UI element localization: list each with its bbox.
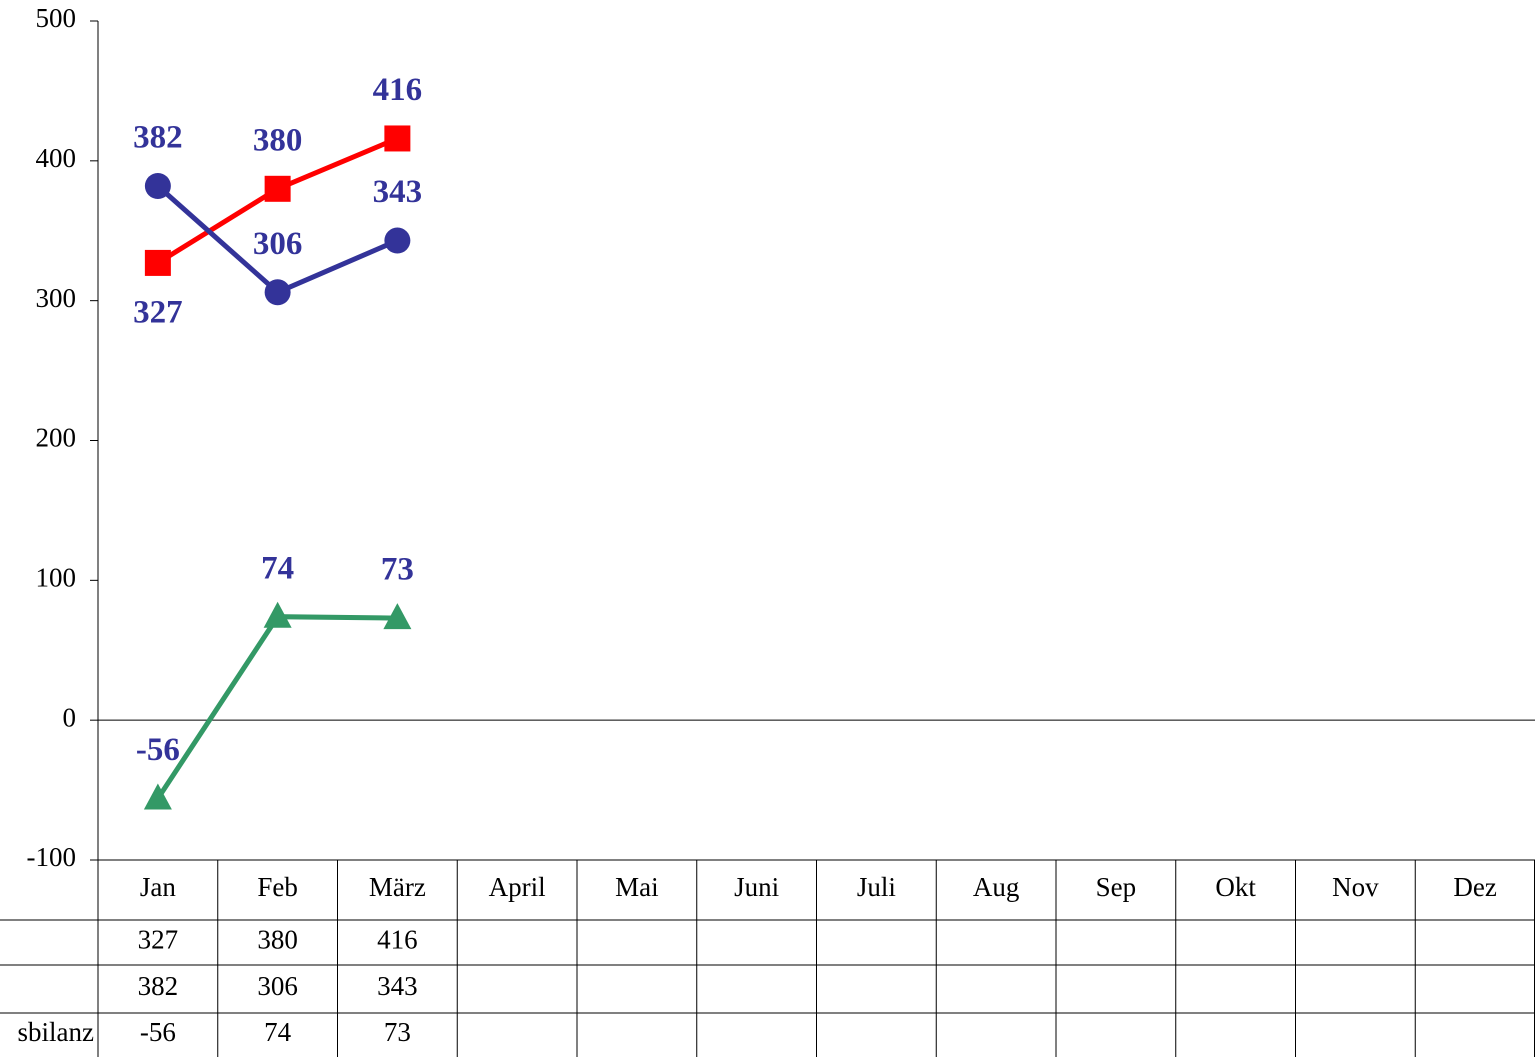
data-label: -56 — [136, 732, 180, 768]
table-value: 327 — [138, 925, 179, 955]
table-value: 343 — [377, 971, 418, 1001]
data-label: 416 — [373, 72, 423, 108]
marker — [144, 249, 171, 276]
table-value: 382 — [138, 971, 179, 1001]
y-tick-label: 0 — [63, 702, 77, 732]
x-tick-label: Feb — [257, 872, 298, 902]
x-tick-label: Dez — [1453, 872, 1496, 902]
data-label: 74 — [261, 550, 294, 586]
data-label: 73 — [381, 552, 414, 588]
x-tick-label: Aug — [973, 872, 1020, 902]
data-label: 327 — [133, 294, 183, 330]
data-label: 343 — [373, 174, 423, 210]
y-tick-label: -100 — [27, 842, 77, 872]
series-name: sbilanz — [18, 1017, 94, 1047]
x-tick-label: Sep — [1096, 872, 1137, 902]
x-tick-label: Juni — [734, 872, 779, 902]
series-line — [155, 614, 398, 800]
x-tick-label: Mai — [615, 872, 659, 902]
x-tick-label: Okt — [1215, 872, 1256, 902]
table-value: 74 — [264, 1017, 292, 1047]
data-label: 380 — [253, 122, 303, 158]
y-tick-label: 300 — [36, 283, 77, 313]
x-tick-label: Juli — [857, 872, 896, 902]
table-value: 73 — [384, 1017, 411, 1047]
marker — [264, 175, 291, 202]
marker — [384, 227, 411, 254]
table-value: 416 — [377, 925, 418, 955]
x-tick-label: Nov — [1332, 872, 1379, 902]
table-value: 306 — [257, 971, 298, 1001]
marker — [264, 279, 291, 306]
y-tick-label: 200 — [36, 423, 77, 453]
y-tick-label: 400 — [36, 143, 77, 173]
marker — [143, 783, 172, 810]
marker — [384, 125, 411, 152]
table-value: 380 — [257, 925, 298, 955]
data-label: 382 — [133, 120, 183, 156]
marker — [144, 173, 171, 200]
marker — [263, 601, 292, 628]
table-value: -56 — [140, 1017, 176, 1047]
x-tick-label: Jan — [140, 872, 176, 902]
marker — [383, 603, 412, 630]
data-label: 306 — [253, 226, 303, 262]
x-tick-label: April — [489, 872, 546, 902]
y-tick-label: 100 — [36, 563, 77, 593]
x-tick-label: März — [369, 872, 426, 902]
y-tick-label: 500 — [36, 3, 77, 33]
